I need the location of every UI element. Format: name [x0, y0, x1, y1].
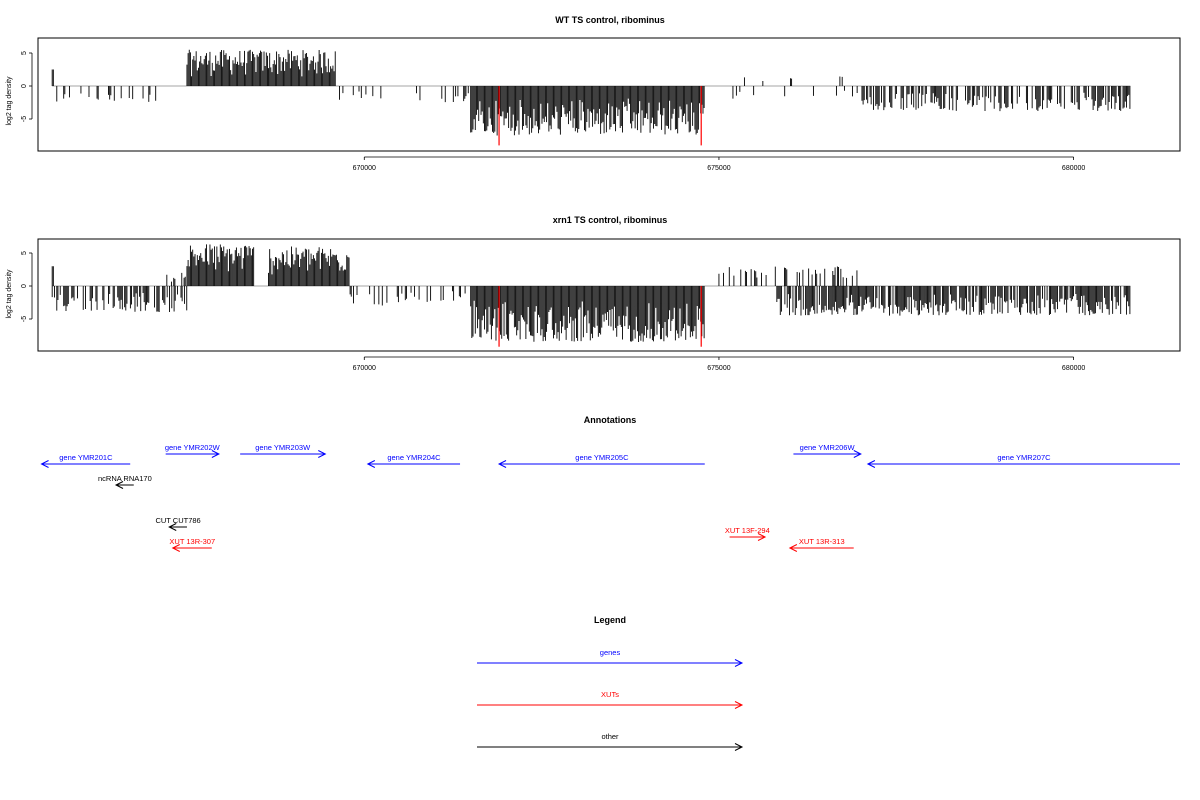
legend-label: genes	[600, 648, 621, 657]
annotation-gene-ymr203w: gene YMR203W	[240, 443, 327, 458]
annotation-label: gene YMR206W	[800, 443, 856, 452]
legend-arrowhead	[734, 743, 744, 751]
y-tick-label: -5	[21, 316, 28, 322]
x-tick-label: 680000	[1062, 365, 1085, 372]
density-bars-plus	[743, 76, 843, 86]
density-bars-minus	[776, 286, 1131, 316]
annotation-label: gene YMR204C	[387, 453, 441, 462]
y-tick-label: 0	[21, 284, 28, 288]
density-bars-minus	[470, 86, 705, 136]
y-tick-label: 5	[21, 51, 28, 55]
density-bars-plus	[268, 49, 336, 86]
annotation-label: gene YMR203W	[255, 443, 311, 452]
density-bars-plus	[51, 69, 54, 86]
arrowhead	[318, 450, 327, 458]
annotation-gene-ymr207c: gene YMR207C	[866, 453, 1180, 468]
density-bars-plus	[268, 246, 350, 286]
y-axis-label-wt: log2 tag density	[6, 76, 13, 126]
density-bars-minus	[339, 86, 469, 103]
annotation-label: ncRNA RNA170	[98, 474, 152, 483]
annotation-features: gene YMR201C gene YMR202W gene YMR203W gene…	[40, 443, 1180, 552]
legend-item-other: other	[477, 732, 744, 751]
legend-item-xuts: XUTs	[477, 690, 744, 709]
annotation-ncrna-rna170: ncRNA RNA170	[98, 474, 152, 489]
arrowhead	[853, 450, 862, 458]
density-bars-minus	[56, 86, 157, 102]
density-bars-minus	[470, 286, 705, 342]
annotation-label: gene YMR207C	[997, 453, 1051, 462]
x-tick-label: 675000	[707, 165, 730, 172]
annotation-gene-ymr201c: gene YMR201C	[40, 453, 131, 468]
y-tick-label: -5	[21, 116, 28, 122]
density-bars-minus	[51, 286, 188, 312]
arrowhead	[757, 533, 767, 541]
annotation-label: XUT 13R-307	[169, 537, 215, 546]
y-tick-label: 5	[21, 251, 28, 255]
y-tick-label: 0	[21, 84, 28, 88]
arrowhead	[497, 460, 507, 468]
annotation-label: CUT CUT786	[155, 516, 200, 525]
panel-wt: WT TS control, ribominus log2 tag densit…	[6, 15, 1181, 172]
annotation-label: gene YMR201C	[59, 453, 113, 462]
legend-arrowhead	[734, 659, 744, 667]
annotation-gene-ymr202w: gene YMR202W	[165, 443, 221, 458]
legend-items: genes XUTs other	[477, 648, 744, 751]
axes-xrn1: -5 0 5 670000 675000 680000	[21, 251, 1085, 372]
y-axis-label-xrn1: log2 tag density	[6, 269, 13, 319]
plot-frame-wt	[37, 37, 1181, 152]
annotation-xut-13r-313: XUT 13R-313	[788, 537, 854, 552]
annotations-title: Annotations	[584, 415, 637, 425]
axes-wt: -5 0 5 670000 675000 680000	[21, 51, 1085, 172]
x-tick-label: 670000	[353, 165, 376, 172]
annotation-xut-13f-294: XUT 13F-294	[725, 526, 770, 541]
panel-title-xrn1: xrn1 TS control, ribominus	[553, 215, 668, 225]
density-bars-plus	[166, 272, 186, 286]
density-bars-plus	[51, 266, 54, 286]
panel-title-wt: WT TS control, ribominus	[555, 15, 665, 25]
plot-frame-xrn1	[37, 238, 1181, 352]
density-bars-minus	[861, 86, 1131, 112]
bars-wt	[51, 49, 1131, 146]
arrowhead	[171, 544, 180, 552]
arrowhead	[211, 450, 220, 458]
arrowhead	[866, 460, 876, 468]
legend-label: other	[601, 732, 619, 741]
annotation-label: XUT 13F-294	[725, 526, 770, 535]
arrowhead	[366, 460, 376, 468]
annotation-label: gene YMR202W	[165, 443, 221, 452]
legend-label: XUTs	[601, 690, 619, 699]
density-bars-minus	[732, 86, 858, 99]
annotation-gene-ymr204c: gene YMR204C	[366, 453, 461, 468]
annotation-cut-cut786: CUT CUT786	[155, 516, 201, 531]
density-bars-plus	[186, 49, 268, 86]
annotation-xut-13r-307: XUT 13R-307	[169, 537, 215, 552]
density-bars-plus	[186, 244, 255, 286]
arrowhead	[788, 544, 798, 552]
arrowhead	[168, 523, 177, 531]
legend-panel: Legend genes XUTs other	[477, 615, 744, 751]
arrowhead	[114, 481, 124, 489]
x-tick-label: 680000	[1062, 165, 1085, 172]
density-bars-minus	[349, 286, 466, 306]
annotation-gene-ymr206w: gene YMR206W	[793, 443, 862, 458]
annotation-label: gene YMR205C	[575, 453, 629, 462]
arrowhead	[40, 460, 49, 468]
legend-item-genes: genes	[477, 648, 744, 667]
density-bars-plus	[718, 266, 858, 286]
x-tick-label: 675000	[707, 365, 730, 372]
panel-xrn1: xrn1 TS control, ribominus log2 tag dens…	[6, 215, 1181, 372]
legend-title: Legend	[594, 615, 626, 625]
legend-arrowhead	[734, 701, 744, 709]
x-tick-label: 670000	[353, 365, 376, 372]
annotation-gene-ymr205c: gene YMR205C	[497, 453, 705, 468]
annotation-label: XUT 13R-313	[799, 537, 845, 546]
bars-xrn1	[51, 244, 1131, 347]
